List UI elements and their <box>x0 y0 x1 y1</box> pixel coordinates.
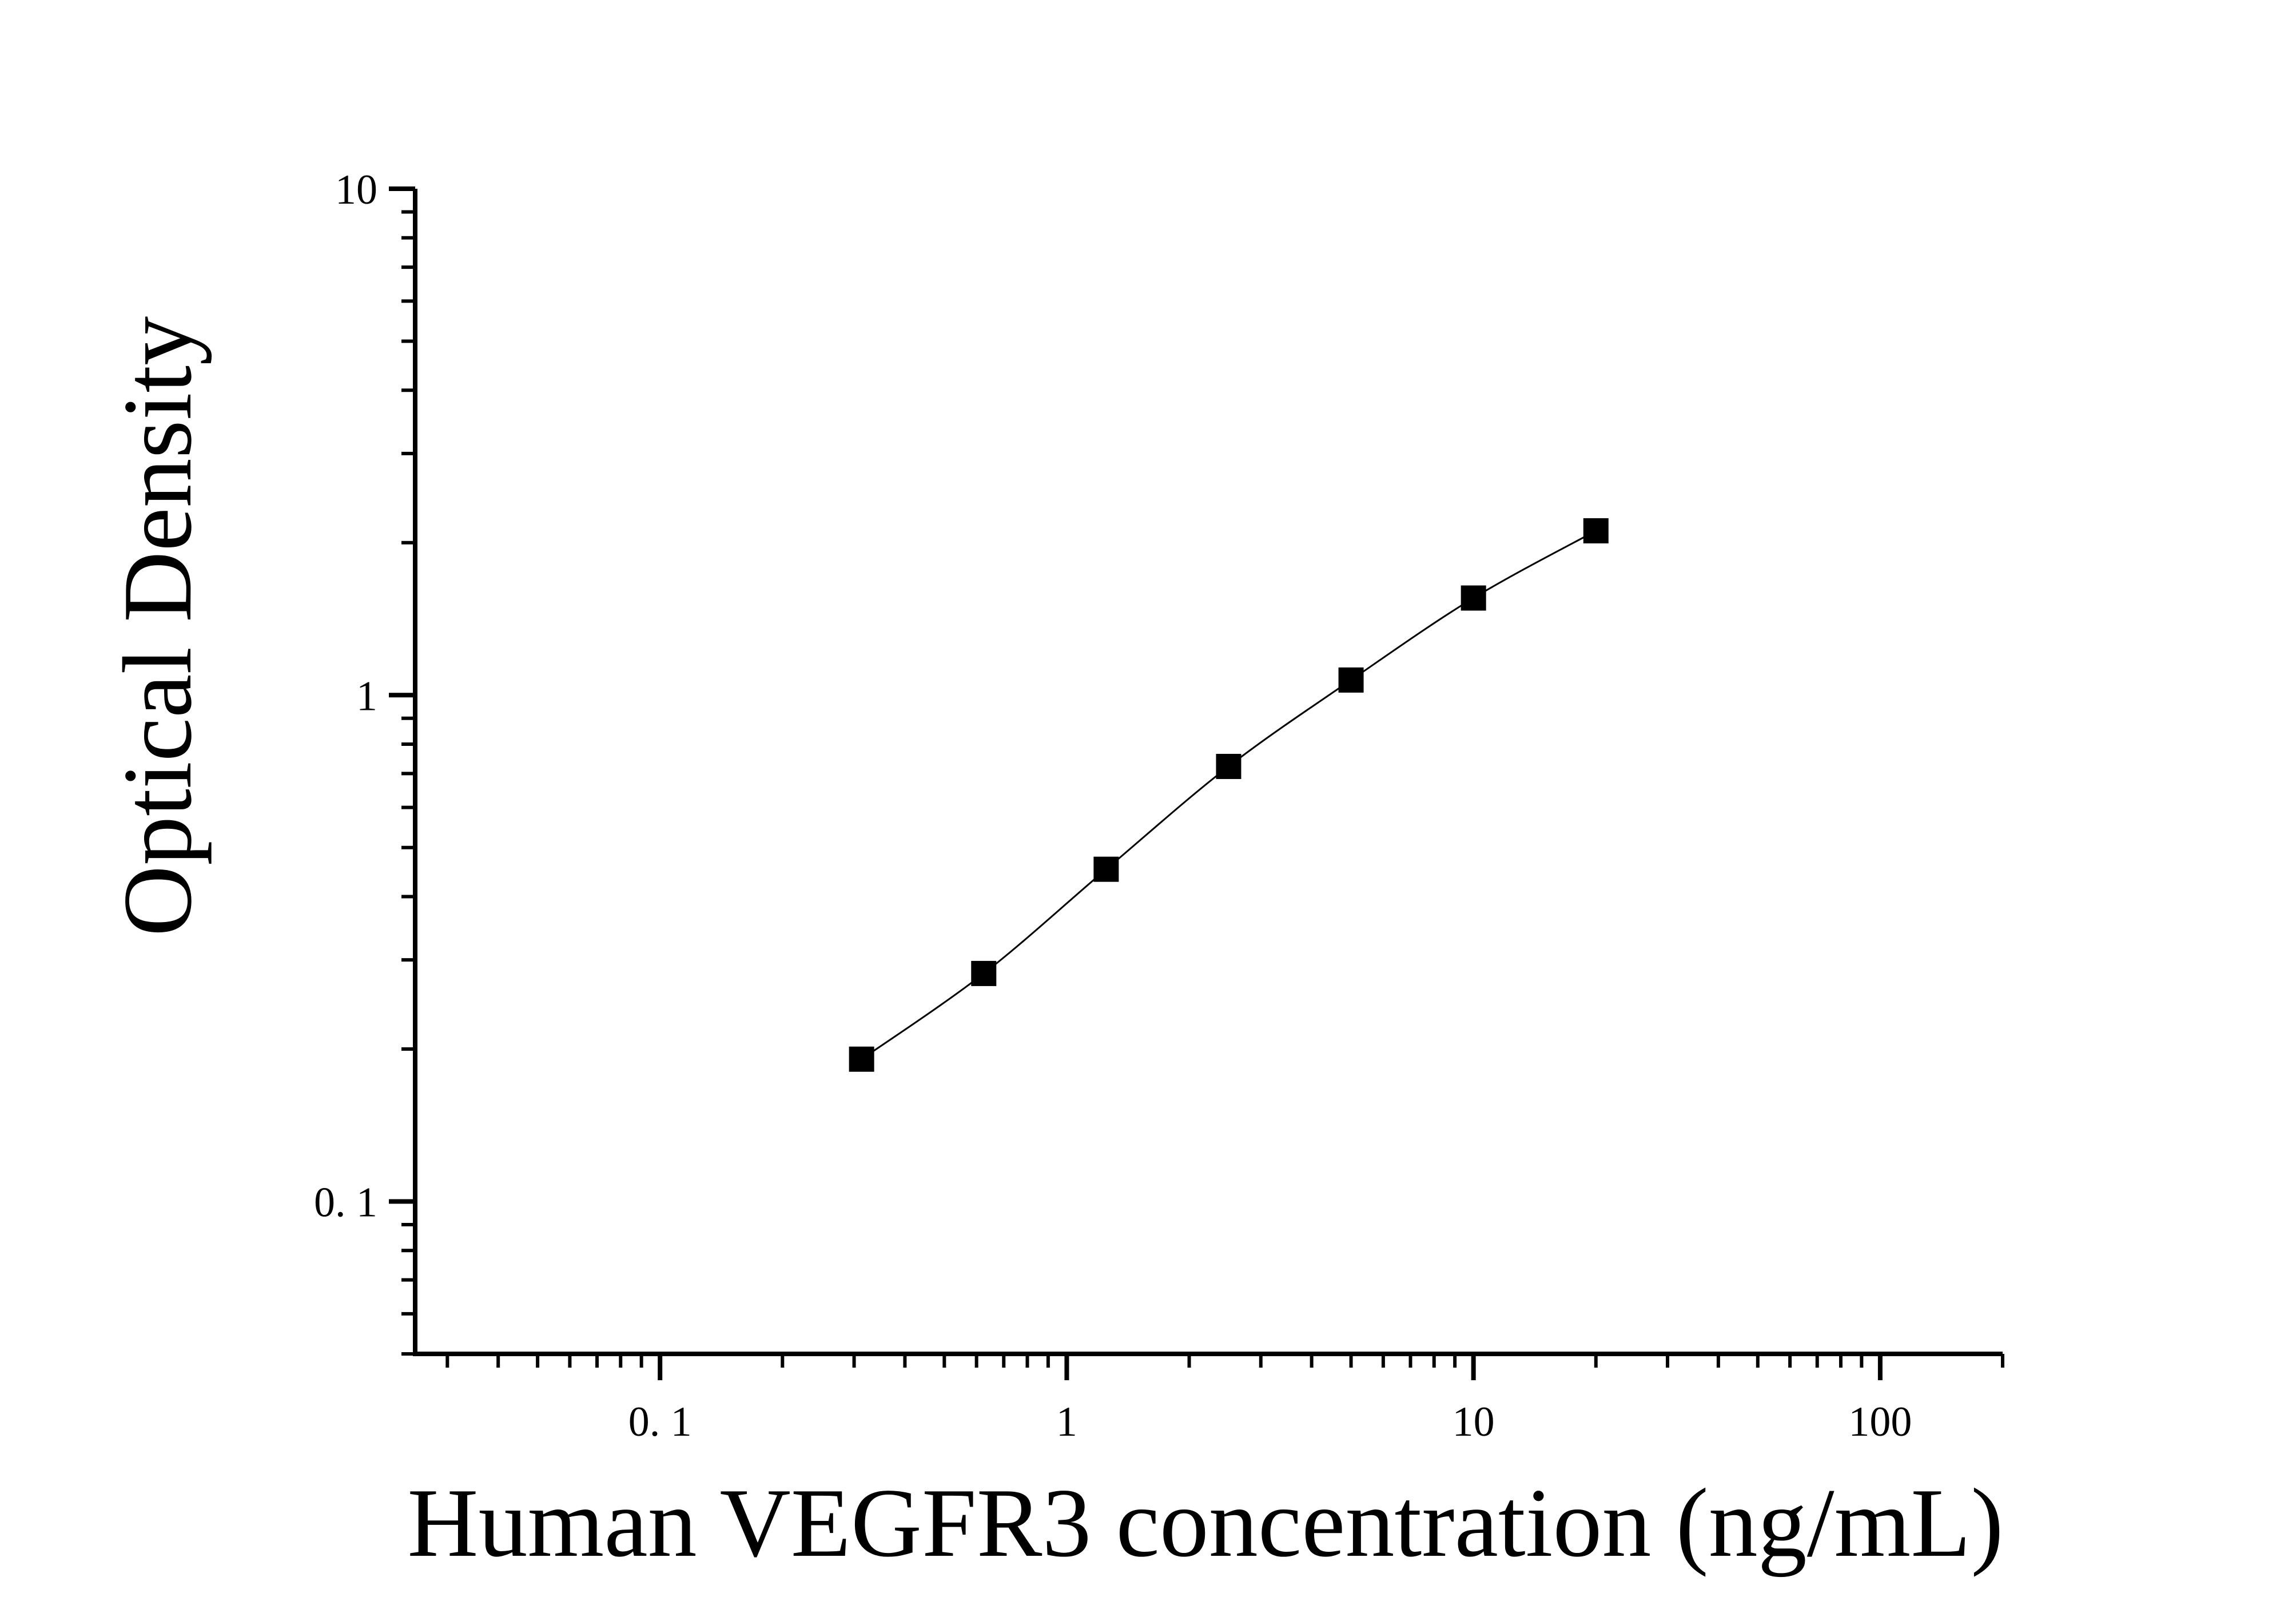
y-axis-title: Optical Density <box>104 316 212 936</box>
x-tick-label: 100 <box>1848 1399 1912 1445</box>
y-axis-major-ticks <box>389 186 415 1204</box>
data-point <box>849 1046 874 1072</box>
y-tick-label: 0. 1 <box>314 1179 377 1226</box>
y-axis-tick-labels: 0. 1 1 10 <box>314 166 377 1226</box>
x-axis-tick-labels: 0. 1 1 10 100 <box>628 1399 1912 1445</box>
x-axis-title: Human VEGFR3 concentration (ng/mL) <box>407 1469 2003 1578</box>
data-point <box>1216 753 1241 779</box>
x-axis-major-ticks <box>658 1354 1883 1380</box>
x-tick-label: 1 <box>1056 1399 1077 1445</box>
data-points <box>849 518 1609 1072</box>
data-point <box>971 960 997 986</box>
data-point <box>1583 518 1609 544</box>
x-tick-label: 0. 1 <box>628 1399 692 1445</box>
x-tick-label: 10 <box>1453 1399 1495 1445</box>
data-point <box>1461 585 1486 611</box>
y-tick-label: 10 <box>335 166 377 213</box>
y-tick-label: 1 <box>356 673 377 720</box>
data-point <box>1338 667 1364 693</box>
data-point <box>1093 856 1119 882</box>
